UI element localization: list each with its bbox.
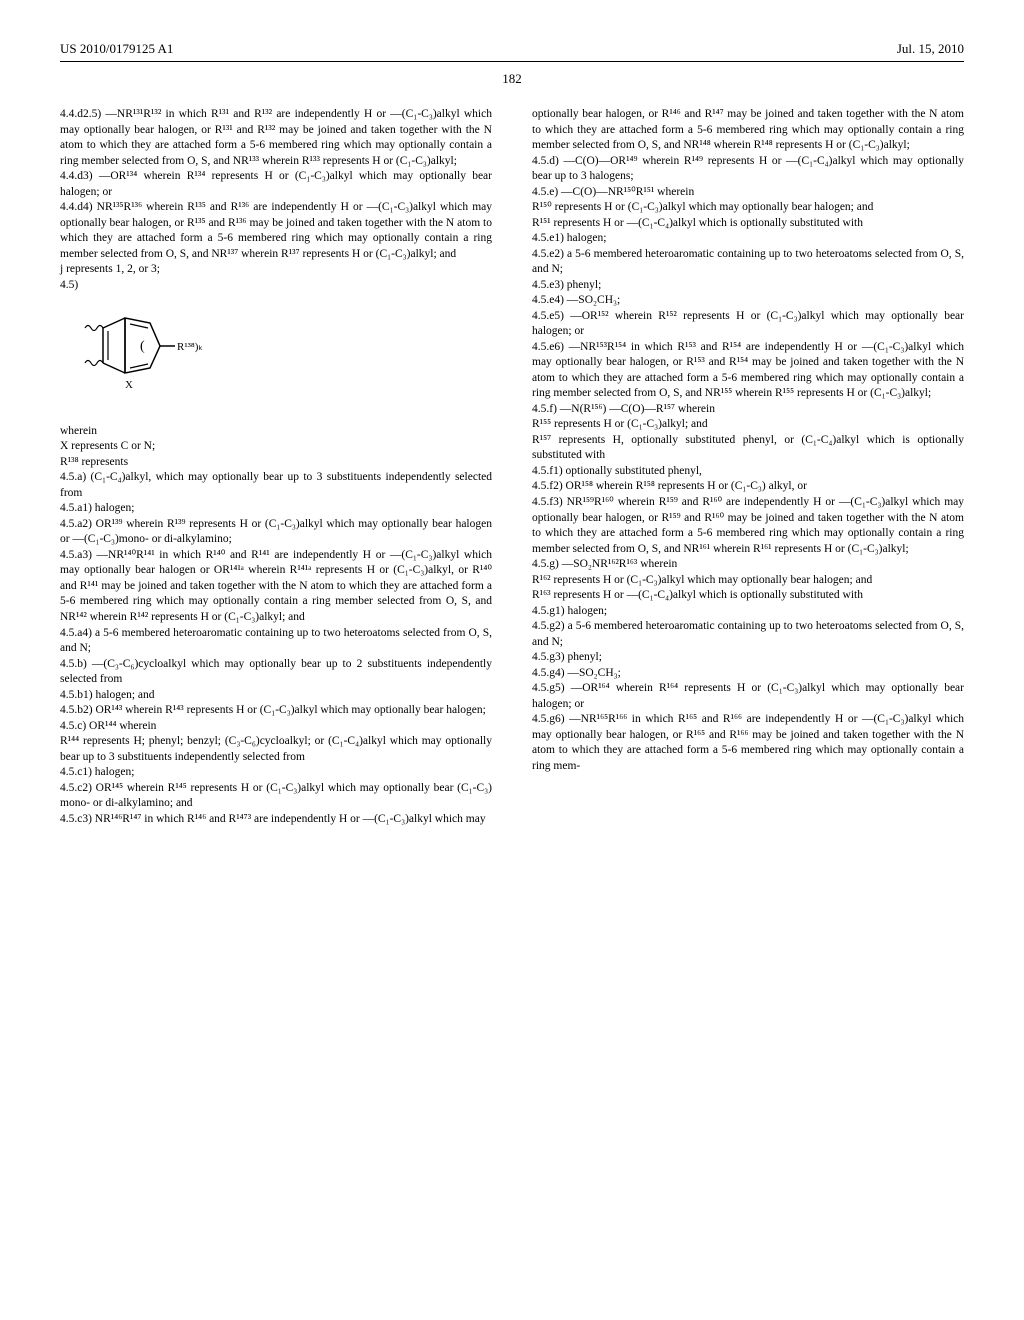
- clause-44d4: 4.4.d4) NR¹³⁵R¹³⁶ wherein R¹³⁵ and R¹³⁶ …: [60, 200, 492, 262]
- clause-45g: 4.5.g) —SO₂NR¹⁶²R¹⁶³ wherein: [532, 557, 964, 573]
- clause-45b: 4.5.b) —(C₃-C₆)cycloalkyl which may opti…: [60, 657, 492, 688]
- clause-45: 4.5): [60, 278, 492, 294]
- clause-45g5: 4.5.g5) —OR¹⁶⁴ wherein R¹⁶⁴ represents H…: [532, 681, 964, 712]
- svg-text:(: (: [140, 339, 145, 354]
- page-header: US 2010/0179125 A1 Jul. 15, 2010: [60, 40, 964, 62]
- publication-number: US 2010/0179125 A1: [60, 40, 173, 58]
- clause-45c: 4.5.c) OR¹⁴⁴ wherein: [60, 719, 492, 735]
- x-represents: X represents C or N;: [60, 439, 492, 455]
- clause-45c2: 4.5.c2) OR¹⁴⁵ wherein R¹⁴⁵ represents H …: [60, 781, 492, 812]
- clause-45g2: 4.5.g2) a 5-6 membered heteroaromatic co…: [532, 619, 964, 650]
- clause-45a2: 4.5.a2) OR¹³⁹ wherein R¹³⁹ represents H …: [60, 517, 492, 548]
- clause-45g6: 4.5.g6) —NR¹⁶⁵R¹⁶⁶ in which R¹⁶⁵ and R¹⁶…: [532, 712, 964, 774]
- text-columns: 4.4.d2.5) —NR¹³¹R¹³² in which R¹³¹ and R…: [60, 107, 964, 827]
- r150-rep: R¹⁵⁰ represents H or (C₁-C₃)alkyl which …: [532, 200, 964, 216]
- page-number: 182: [60, 70, 964, 88]
- clause-45e4: 4.5.e4) —SO₂CH₃;: [532, 293, 964, 309]
- clause-45e2: 4.5.e2) a 5-6 membered heteroaromatic co…: [532, 247, 964, 278]
- patent-page: US 2010/0179125 A1 Jul. 15, 2010 182 4.4…: [0, 0, 1024, 887]
- clause-45g3: 4.5.g3) phenyl;: [532, 650, 964, 666]
- clause-45b1: 4.5.b1) halogen; and: [60, 688, 492, 704]
- diagram-x-label: X: [125, 379, 133, 391]
- left-column: 4.4.d2.5) —NR¹³¹R¹³² in which R¹³¹ and R…: [60, 107, 492, 827]
- publication-date: Jul. 15, 2010: [897, 40, 964, 58]
- wherein-1: wherein: [60, 424, 492, 440]
- clause-45f1: 4.5.f1) optionally substituted phenyl,: [532, 464, 964, 480]
- clause-45b2: 4.5.b2) OR¹⁴³ wherein R¹⁴³ represents H …: [60, 703, 492, 719]
- clause-45g1: 4.5.g1) halogen;: [532, 604, 964, 620]
- clause-45a: 4.5.a) (C₁-C₄)alkyl, which may optionall…: [60, 470, 492, 501]
- r155-rep: R¹⁵⁵ represents H or (C₁-C₃)alkyl; and: [532, 417, 964, 433]
- right-column: optionally bear halogen, or R¹⁴⁶ and R¹⁴…: [532, 107, 964, 827]
- diagram-r-label: R¹³⁸)ₖ: [177, 341, 203, 353]
- clause-45a3: 4.5.a3) —NR¹⁴⁰R¹⁴¹ in which R¹⁴⁰ and R¹⁴…: [60, 548, 492, 626]
- clause-44d3: 4.4.d3) —OR¹³⁴ wherein R¹³⁴ represents H…: [60, 169, 492, 200]
- clause-45e6: 4.5.e6) —NR¹⁵³R¹⁵⁴ in which R¹⁵³ and R¹⁵…: [532, 340, 964, 402]
- clause-44d25: 4.4.d2.5) —NR¹³¹R¹³² in which R¹³¹ and R…: [60, 107, 492, 169]
- chemical-structure-diagram: X ( R¹³⁸)ₖ: [80, 308, 492, 409]
- clause-45f2: 4.5.f2) OR¹⁵⁸ wherein R¹⁵⁸ represents H …: [532, 479, 964, 495]
- clause-45c3: 4.5.c3) NR¹⁴⁶R¹⁴⁷ in which R¹⁴⁶ and R¹⁴⁷…: [60, 812, 492, 828]
- clause-45e: 4.5.e) —C(O)—NR¹⁵⁰R¹⁵¹ wherein: [532, 185, 964, 201]
- clause-45c1: 4.5.c1) halogen;: [60, 765, 492, 781]
- clause-45a1: 4.5.a1) halogen;: [60, 501, 492, 517]
- clause-45f3: 4.5.f3) NR¹⁵⁹R¹⁶⁰ wherein R¹⁵⁹ and R¹⁶⁰ …: [532, 495, 964, 557]
- clause-j: j represents 1, 2, or 3;: [60, 262, 492, 278]
- cont-c3: optionally bear halogen, or R¹⁴⁶ and R¹⁴…: [532, 107, 964, 154]
- clause-45e1: 4.5.e1) halogen;: [532, 231, 964, 247]
- r157-rep: R¹⁵⁷ represents H, optionally substitute…: [532, 433, 964, 464]
- clause-45e5: 4.5.e5) —OR¹⁵² wherein R¹⁵² represents H…: [532, 309, 964, 340]
- r144-rep: R¹⁴⁴ represents H; phenyl; benzyl; (C₃-C…: [60, 734, 492, 765]
- r162-rep: R¹⁶² represents H or (C₁-C₃)alkyl which …: [532, 573, 964, 589]
- clause-45d: 4.5.d) —C(O)—OR¹⁴⁹ wherein R¹⁴⁹ represen…: [532, 154, 964, 185]
- clause-45e3: 4.5.e3) phenyl;: [532, 278, 964, 294]
- clause-45a4: 4.5.a4) a 5-6 membered heteroaromatic co…: [60, 626, 492, 657]
- clause-45f: 4.5.f) —N(R¹⁵⁶) —C(O)—R¹⁵⁷ wherein: [532, 402, 964, 418]
- r163-rep: R¹⁶³ represents H or —(C₁-C₄)alkyl which…: [532, 588, 964, 604]
- clause-45g4: 4.5.g4) —SO₂CH₃;: [532, 666, 964, 682]
- r151-rep: R¹⁵¹ represents H or —(C₁-C₄)alkyl which…: [532, 216, 964, 232]
- r138-represents: R¹³⁸ represents: [60, 455, 492, 471]
